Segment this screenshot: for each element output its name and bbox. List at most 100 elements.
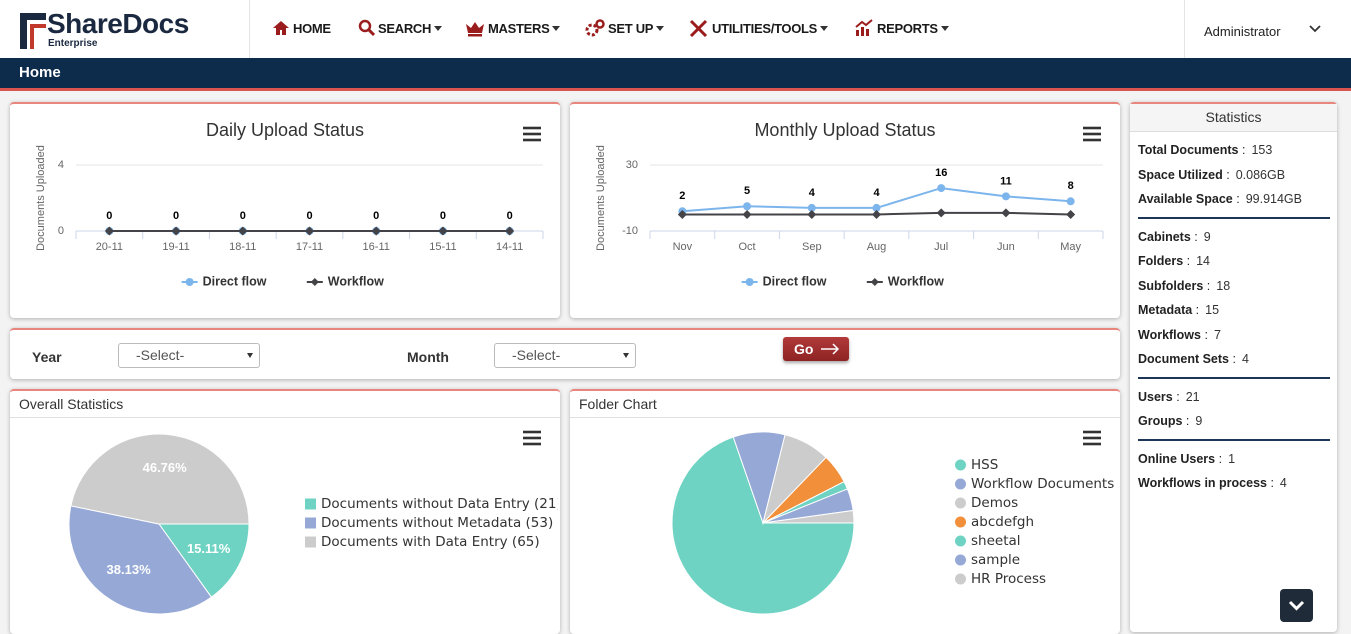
pie-slice bbox=[671, 436, 855, 615]
legend-item[interactable]: Documents with Data Entry (65) bbox=[305, 534, 540, 550]
chart-menu[interactable] bbox=[1083, 126, 1101, 142]
legend-marker bbox=[955, 478, 966, 490]
y-tick-label: 0 bbox=[58, 225, 64, 237]
user-menu[interactable]: Administrator bbox=[1204, 24, 1281, 39]
point bbox=[742, 210, 752, 219]
data-label: 11 bbox=[1000, 175, 1012, 187]
go-button[interactable]: Go bbox=[783, 337, 849, 361]
menu-bar bbox=[1083, 132, 1101, 136]
x-tick-label: Aug bbox=[867, 241, 887, 253]
y-axis-title: Documents Uploaded bbox=[595, 145, 607, 251]
point bbox=[171, 226, 181, 236]
legend-marker bbox=[870, 278, 879, 286]
breadcrumb: Home bbox=[19, 64, 61, 81]
breadcrumb-bar: Home bbox=[0, 58, 1351, 88]
chart-title: Monthly Upload Status bbox=[754, 120, 935, 140]
stat-label: Metadata bbox=[1138, 303, 1205, 317]
legend-label: sheetal bbox=[971, 533, 1021, 549]
nav-label: SEARCH bbox=[378, 20, 432, 36]
legend-item[interactable]: HSS bbox=[955, 457, 998, 473]
point bbox=[505, 226, 515, 236]
x-tick-label: Sep bbox=[802, 241, 822, 253]
stat-label: Subfolders bbox=[1138, 279, 1216, 293]
legend-item[interactable]: Workflow bbox=[306, 274, 384, 288]
stat-value: 4 bbox=[1241, 352, 1249, 366]
legend-item[interactable]: Demos bbox=[955, 495, 1018, 511]
legend-item[interactable]: sample bbox=[955, 552, 1020, 568]
nav-home[interactable]: HOME bbox=[272, 18, 331, 38]
legend-marker bbox=[305, 517, 316, 529]
stat-value: 9 bbox=[1195, 414, 1203, 428]
header: ShareDocs Enterprise HOME SEARCH MASTERS… bbox=[0, 0, 1351, 58]
nav-setup[interactable]: SET UP bbox=[585, 18, 665, 38]
legend-marker bbox=[955, 554, 966, 566]
data-label: 0 bbox=[507, 210, 513, 222]
legend-item[interactable]: HR Process bbox=[955, 571, 1046, 587]
legend-marker bbox=[955, 535, 966, 547]
x-tick-label: 17-11 bbox=[296, 241, 323, 253]
point bbox=[872, 203, 881, 212]
legend-item[interactable]: abcdefgh bbox=[955, 514, 1034, 530]
data-label: 15.11% bbox=[187, 541, 231, 556]
legend-item[interactable]: Documents without Data Entry (21) bbox=[305, 496, 558, 512]
chart-menu[interactable] bbox=[523, 430, 541, 446]
month-select[interactable]: -Select- bbox=[494, 343, 636, 368]
data-label: 4 bbox=[873, 187, 880, 199]
legend-label: Direct flow bbox=[763, 274, 827, 288]
stat-row: Cabinets9 bbox=[1138, 225, 1330, 250]
separator bbox=[249, 0, 250, 58]
nav-search[interactable]: SEARCH bbox=[358, 18, 443, 38]
x-tick-label: 14-11 bbox=[496, 241, 523, 253]
chart-menu[interactable] bbox=[523, 126, 541, 142]
legend-item[interactable]: Workflow Documents bbox=[955, 476, 1114, 492]
legend-item[interactable]: Documents without Metadata (53) bbox=[305, 515, 553, 531]
legend-item[interactable]: sheetal bbox=[955, 533, 1021, 549]
legend-item[interactable]: Direct flow bbox=[181, 274, 267, 288]
x-tick-label: 18-11 bbox=[229, 241, 256, 253]
legend-label: Workflow Documents bbox=[971, 476, 1114, 492]
nav-label: REPORTS bbox=[877, 20, 938, 36]
point bbox=[438, 226, 448, 236]
nav-masters[interactable]: MASTERS bbox=[465, 18, 561, 38]
chart-panel: Monthly Upload Status Documents Uploaded -… bbox=[570, 102, 1120, 318]
user-chevron[interactable] bbox=[1309, 24, 1321, 34]
user-name: Administrator bbox=[1204, 24, 1281, 39]
nav-utilities[interactable]: UTILITIES/TOOLS bbox=[689, 18, 829, 38]
point bbox=[1001, 208, 1011, 218]
stat-row: Users21 bbox=[1138, 385, 1330, 410]
stat-label: Workflows in process bbox=[1138, 476, 1280, 490]
data-label: 0 bbox=[106, 210, 112, 222]
stat-label: Space Utilized bbox=[1138, 168, 1236, 182]
stat-row: Folders14 bbox=[1138, 249, 1330, 274]
data-label: 5 bbox=[744, 185, 750, 197]
scroll-button[interactable] bbox=[1280, 589, 1313, 622]
statistics-panel: Statistics Total Documents153Space Utili… bbox=[1130, 102, 1337, 632]
stat-value: 1 bbox=[1228, 451, 1236, 466]
x-tick-label: May bbox=[1060, 241, 1081, 253]
year-select[interactable]: -Select- bbox=[118, 343, 260, 368]
stat-group: Cabinets9Folders14Subfolders18Metadata15… bbox=[1138, 219, 1330, 379]
stat-value: 99.914GB bbox=[1245, 192, 1302, 206]
filter-bar: Year -Select- Month -Select- Go bbox=[10, 328, 1120, 379]
menu-bar bbox=[523, 442, 541, 446]
point bbox=[936, 208, 946, 218]
point bbox=[872, 210, 881, 219]
data-label: 4 bbox=[809, 187, 816, 199]
legend-marker bbox=[955, 573, 966, 585]
legend-item[interactable]: Direct flow bbox=[741, 274, 827, 288]
chart-menu[interactable] bbox=[1083, 430, 1101, 446]
logo: ShareDocs bbox=[47, 8, 189, 39]
stat-row: Available Space99.914GB bbox=[1138, 187, 1330, 212]
x-tick-label: 19-11 bbox=[162, 241, 189, 253]
point bbox=[807, 210, 817, 219]
y-axis-title: Documents Uploaded bbox=[35, 145, 47, 251]
chart: HSS Workflow Documents Demos abcdefgh sheeta… bbox=[671, 430, 1114, 615]
point bbox=[807, 203, 816, 212]
nav-reports[interactable]: REPORTS bbox=[855, 18, 949, 38]
data-label: 2 bbox=[679, 190, 685, 202]
legend-item[interactable]: Workflow bbox=[866, 274, 944, 288]
data-label: 0 bbox=[173, 210, 179, 222]
point bbox=[1001, 192, 1010, 201]
point bbox=[1066, 210, 1076, 219]
nav-label: HOME bbox=[293, 20, 331, 36]
